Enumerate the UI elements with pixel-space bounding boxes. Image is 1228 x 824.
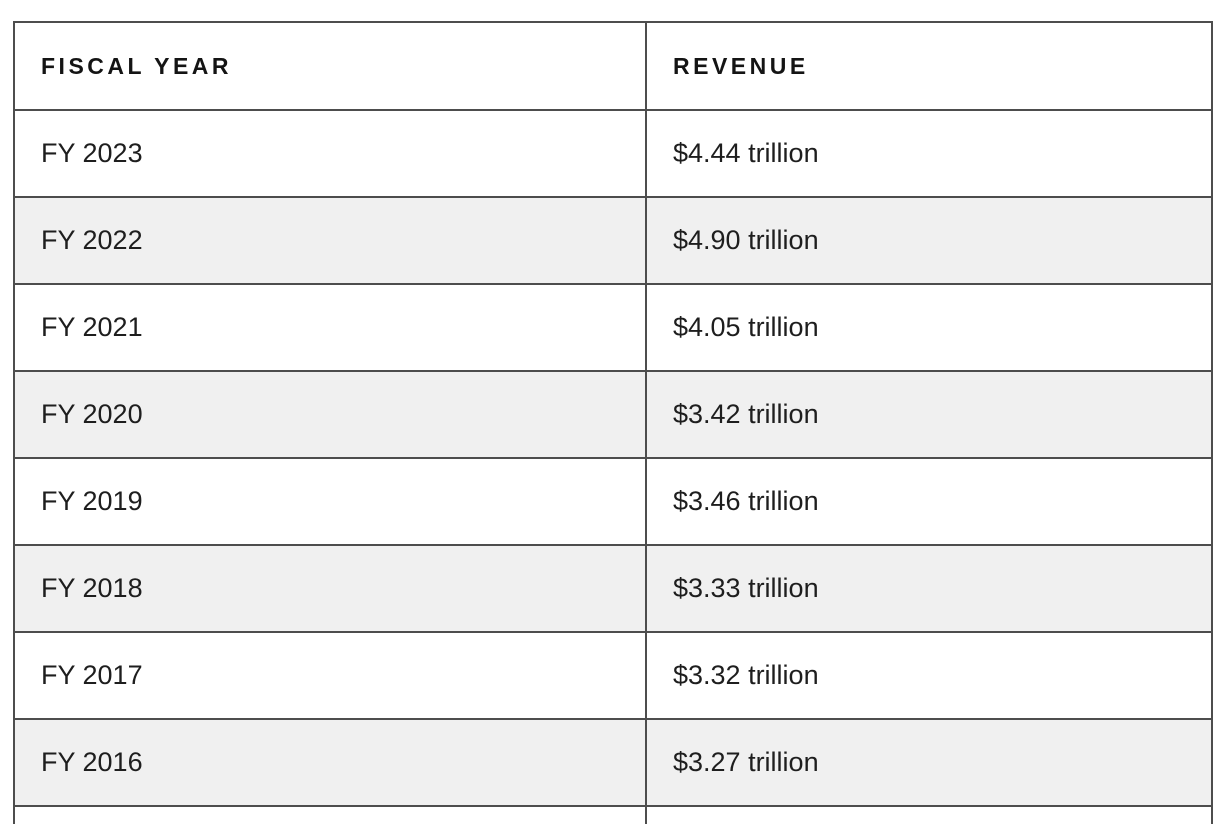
- revenue-cell: $3.27 trillion: [645, 718, 1213, 807]
- revenue-cell: $3.32 trillion: [645, 631, 1213, 720]
- table-row: FY 2022 $4.90 trillion: [13, 196, 1213, 285]
- fiscal-year-cell: FY 2018: [13, 544, 647, 633]
- table-row: FY 2016 $3.27 trillion: [13, 718, 1213, 807]
- fiscal-year-cell: FY 2023: [13, 109, 647, 198]
- table-row: FY 2017 $3.32 trillion: [13, 631, 1213, 720]
- fiscal-year-cell: FY 2017: [13, 631, 647, 720]
- fiscal-year-cell: FY 2019: [13, 457, 647, 546]
- revenue-cell: $3.46 trillion: [645, 457, 1213, 546]
- revenue-cell: $3.42 trillion: [645, 370, 1213, 459]
- column-header-fiscal-year: FISCAL YEAR: [13, 21, 647, 111]
- table-body: FY 2023 $4.44 trillion FY 2022 $4.90 tri…: [13, 109, 1213, 824]
- revenue-cell: $4.05 trillion: [645, 283, 1213, 372]
- revenue-cell: $4.90 trillion: [645, 196, 1213, 285]
- revenue-table: FISCAL YEAR REVENUE FY 2023 $4.44 trilli…: [13, 21, 1213, 824]
- fiscal-year-cell: FY 2016: [13, 718, 647, 807]
- revenue-cell: $3.33 trillion: [645, 544, 1213, 633]
- revenue-cell: $4.44 trillion: [645, 109, 1213, 198]
- table-row: FY 2021 $4.05 trillion: [13, 283, 1213, 372]
- table-header: FISCAL YEAR REVENUE: [13, 21, 1213, 111]
- fiscal-year-cell-empty: [13, 805, 647, 824]
- table-row: FY 2019 $3.46 trillion: [13, 457, 1213, 546]
- fiscal-year-cell: FY 2022: [13, 196, 647, 285]
- table-row: FY 2023 $4.44 trillion: [13, 109, 1213, 198]
- fiscal-year-cell: FY 2021: [13, 283, 647, 372]
- table-row: FY 2018 $3.33 trillion: [13, 544, 1213, 633]
- column-header-revenue: REVENUE: [645, 21, 1213, 111]
- header-row: FISCAL YEAR REVENUE: [13, 21, 1213, 111]
- table-row-partial-clipped: [13, 805, 1213, 824]
- revenue-cell-empty: [645, 805, 1213, 824]
- fiscal-year-cell: FY 2020: [13, 370, 647, 459]
- table-row: FY 2020 $3.42 trillion: [13, 370, 1213, 459]
